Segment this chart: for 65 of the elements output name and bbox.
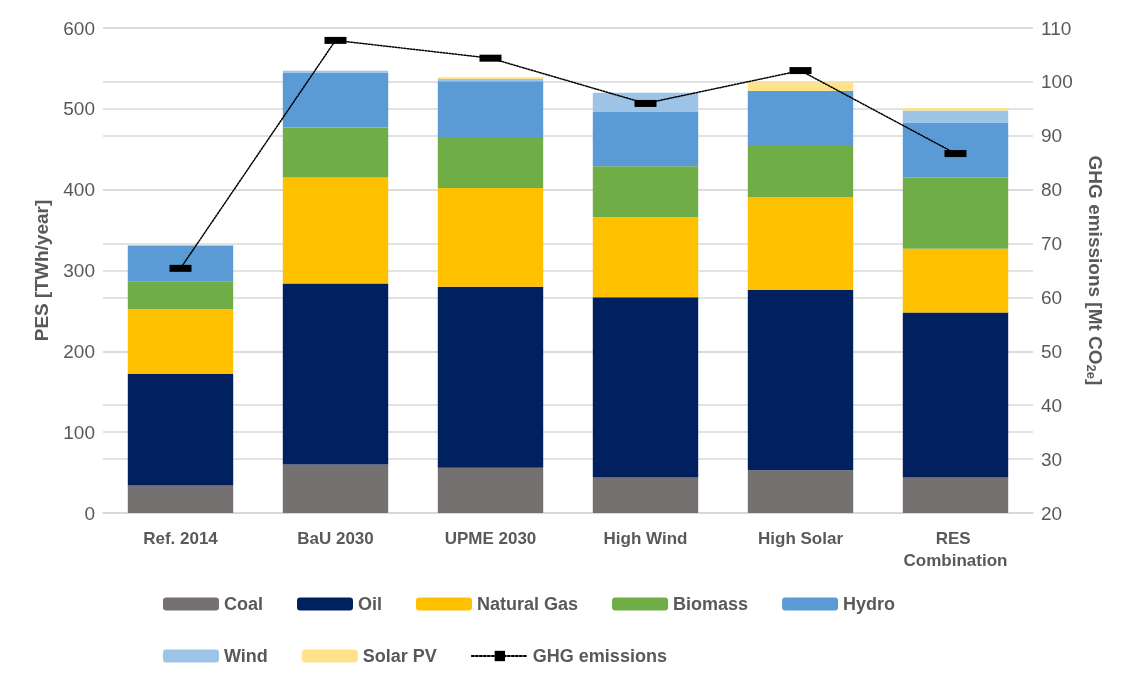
bar bbox=[127, 281, 234, 310]
bar bbox=[437, 467, 544, 513]
bar bbox=[127, 309, 234, 374]
x-tick-label: BaU 2030 bbox=[297, 528, 374, 548]
bar bbox=[902, 110, 1009, 123]
y-axis-title: PES [TWh/year] bbox=[31, 199, 52, 342]
x-tick-label: High Wind bbox=[603, 528, 688, 548]
bar bbox=[127, 373, 234, 486]
bar bbox=[592, 217, 699, 298]
legend-label: Biomass bbox=[673, 594, 749, 614]
legend-label: Wind bbox=[224, 646, 268, 666]
y2-axis-title: GHG emissions [Mt CO2e] bbox=[1084, 155, 1106, 386]
bar bbox=[902, 312, 1009, 478]
y-tick-label: 100 bbox=[63, 421, 95, 443]
bar bbox=[127, 485, 234, 513]
y-tick-label: 300 bbox=[63, 260, 95, 281]
bar bbox=[127, 245, 234, 282]
bar bbox=[747, 82, 854, 92]
bar bbox=[902, 122, 1009, 178]
bar bbox=[902, 177, 1009, 249]
bar bbox=[282, 127, 389, 178]
bar bbox=[592, 112, 699, 167]
bar bbox=[747, 470, 854, 513]
y2-tick-label: 80 bbox=[1041, 179, 1063, 201]
bar bbox=[282, 283, 389, 465]
y2-tick-label: 90 bbox=[1041, 125, 1063, 147]
bar bbox=[437, 81, 544, 138]
bar bbox=[747, 289, 854, 471]
bar bbox=[282, 177, 389, 284]
y-tick-label: 0 bbox=[84, 502, 95, 524]
y-tick-label: 400 bbox=[63, 179, 95, 201]
x-tick-label: High Solar bbox=[757, 528, 844, 548]
x-tick-label: RES Combination bbox=[903, 528, 1008, 570]
y2-tick-label: 110 bbox=[1041, 17, 1072, 39]
y2-tick-label: 70 bbox=[1041, 233, 1063, 255]
y2-tick-label: 20 bbox=[1041, 502, 1063, 524]
bar bbox=[592, 166, 699, 218]
y2-tick-label: 60 bbox=[1041, 286, 1063, 308]
bar bbox=[437, 137, 544, 189]
y-tick-label: 200 bbox=[63, 340, 95, 362]
legend-label: Coal bbox=[224, 594, 264, 614]
bar bbox=[592, 297, 699, 478]
y2-tick-label: 50 bbox=[1041, 340, 1063, 362]
legend-label: Natural Gas bbox=[477, 594, 579, 614]
bar bbox=[437, 286, 544, 468]
legend-label: Solar PV bbox=[362, 646, 437, 666]
bar bbox=[282, 464, 389, 513]
bar bbox=[902, 477, 1009, 513]
x-tick-label: Ref. 2014 bbox=[143, 528, 219, 548]
bar bbox=[902, 248, 1009, 313]
bar bbox=[282, 72, 389, 128]
bar bbox=[592, 477, 699, 513]
y2-tick-label: 100 bbox=[1041, 71, 1073, 93]
legend-label: GHG emissions bbox=[532, 646, 667, 666]
bar bbox=[747, 196, 854, 290]
y2-tick-label: 30 bbox=[1041, 448, 1063, 470]
legend-label: Hydro bbox=[843, 594, 896, 614]
bar bbox=[747, 91, 854, 147]
y2-tick-label: 40 bbox=[1041, 394, 1063, 416]
y-tick-label: 600 bbox=[63, 17, 95, 39]
y-tick-label: 500 bbox=[63, 98, 95, 120]
x-tick-label: UPME 2030 bbox=[444, 528, 537, 548]
bar bbox=[437, 188, 544, 287]
legend-label: Oil bbox=[358, 594, 383, 614]
bar bbox=[747, 146, 854, 197]
